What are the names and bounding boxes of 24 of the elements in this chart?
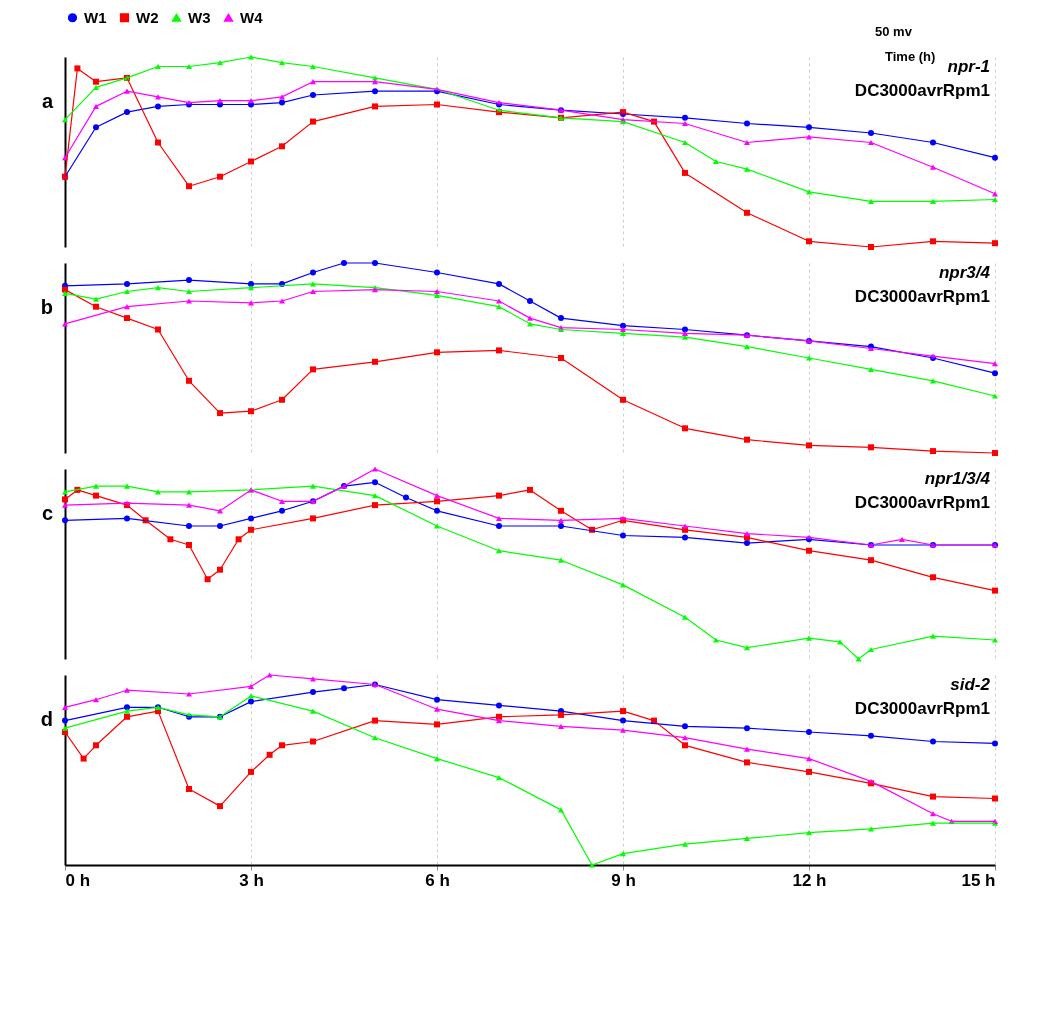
text: d (40, 708, 53, 730)
legend-label: W1 (84, 8, 107, 26)
x-tick-label: 9 h (611, 870, 636, 890)
x-tick-label: 15 h (961, 870, 996, 890)
text: DC3000avrRpm1 (854, 493, 990, 512)
x-tick-label: 6 h (425, 870, 450, 890)
text: DC3000avrRpm1 (854, 699, 990, 718)
chart-title: npr1/3/4 (924, 469, 991, 488)
chart-title: sid-2 (950, 675, 991, 694)
chart-title: npr3/4 (938, 263, 991, 282)
x-tick-label: 0 h (65, 870, 91, 890)
text: c (41, 502, 53, 524)
text: a (41, 90, 54, 112)
chart-title: npr-1 (947, 57, 990, 76)
legend-label: W4 (240, 8, 264, 26)
text: DC3000avrRpm1 (854, 81, 990, 100)
legend-label: W3 (188, 8, 211, 26)
text: b (40, 296, 53, 318)
text: 50 mv (875, 24, 913, 39)
text: DC3000avrRpm1 (854, 287, 990, 306)
x-tick-label: 3 h (239, 870, 264, 890)
annotation: Time (h) (885, 49, 936, 64)
legend-label: W2 (136, 8, 159, 26)
x-tick-label: 12 h (792, 870, 827, 890)
